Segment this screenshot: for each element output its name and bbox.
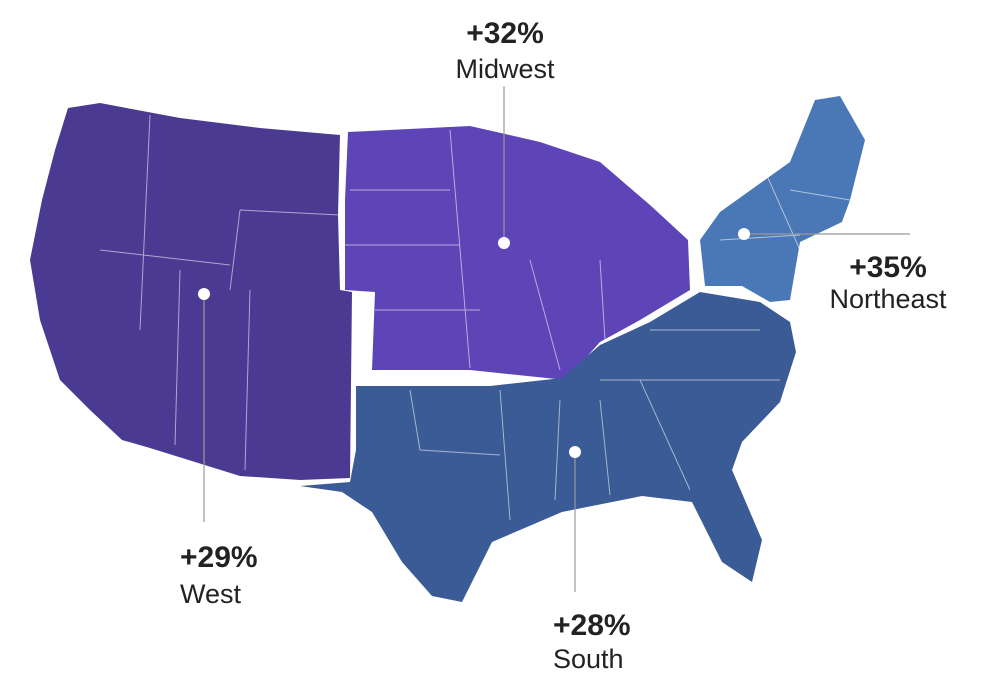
region-change: +32% (466, 17, 544, 50)
regions (30, 96, 865, 602)
region-name: Midwest (455, 54, 555, 84)
marker (569, 446, 581, 458)
leaders (198, 86, 910, 592)
region-west (30, 103, 352, 480)
region-change: +28% (553, 609, 631, 642)
region-northeast (700, 96, 865, 302)
region-name: South (553, 644, 624, 674)
region-change: +29% (180, 541, 258, 574)
marker (498, 237, 510, 249)
state-borders (99, 114, 851, 521)
marker (198, 288, 210, 300)
region-name: West (180, 579, 242, 609)
region-name: Northeast (829, 284, 947, 314)
region-south (300, 292, 796, 602)
marker (738, 228, 750, 240)
region-change: +35% (849, 251, 927, 284)
labels: +32% Midwest +35% Northeast +29% West +2… (180, 17, 947, 674)
